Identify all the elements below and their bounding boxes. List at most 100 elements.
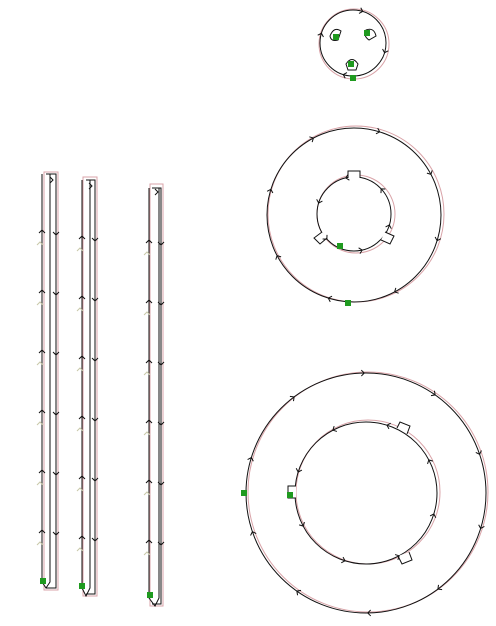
strip-2-up-arrow-icon bbox=[79, 476, 85, 479]
strip-3-down-arrow-icon bbox=[158, 482, 164, 485]
medium-ring-inner-arrow-icon bbox=[345, 174, 349, 181]
large-ring-inner-arrow-icon bbox=[395, 553, 400, 560]
strip-2-faint-arrow-icon bbox=[77, 368, 83, 371]
strip-1-down-arrow-icon bbox=[53, 412, 59, 415]
strip-1-outline bbox=[42, 174, 56, 588]
strip-1 bbox=[40, 172, 58, 590]
strip-3-down-arrow-icon bbox=[158, 542, 164, 545]
medium-ring-inner-start-marker bbox=[337, 243, 343, 249]
small-ring-hole-right bbox=[364, 29, 376, 40]
strip-2-start-marker bbox=[79, 583, 85, 589]
medium-ring-notch-left bbox=[314, 232, 327, 244]
medium-ring-inner-arrow-icon bbox=[386, 224, 393, 229]
medium-ring-outer-arrow-icon bbox=[267, 188, 274, 193]
strip-2-up-arrow-icon bbox=[79, 296, 85, 299]
strip-3-down-arrow-icon bbox=[158, 362, 164, 365]
small-ring bbox=[319, 9, 389, 81]
large-ring-inner-arrow-icon bbox=[426, 458, 433, 463]
strip-2-up-arrow-icon bbox=[79, 356, 85, 359]
large-ring-inner-arrow-icon bbox=[331, 426, 336, 433]
strip-2 bbox=[79, 177, 97, 596]
strip-2-up-arrow-icon bbox=[79, 416, 85, 419]
strip-1-faint-arrow-icon bbox=[37, 362, 43, 365]
large-ring-inner-arrow-icon bbox=[295, 468, 302, 473]
strip-2-faint-arrow-icon bbox=[77, 488, 83, 491]
large-ring-inner-arrow-icon bbox=[430, 513, 437, 518]
small-ring-hole-bottom bbox=[346, 60, 358, 71]
strip-1-up-arrow-icon bbox=[39, 350, 45, 353]
strip-3-faint-arrow-icon bbox=[144, 312, 150, 315]
medium-ring-outer-arrow-icon bbox=[376, 128, 381, 135]
large-ring-outer-arrow-icon bbox=[290, 395, 296, 402]
strip-1-faint-arrow-icon bbox=[37, 422, 43, 425]
large-ring-outer-arrow-icon bbox=[478, 525, 485, 530]
large-ring-notch-bottom bbox=[398, 552, 412, 564]
strip-3-top-arrow-icon bbox=[155, 189, 158, 195]
small-ring-arrow-icon bbox=[359, 8, 364, 15]
strip-1-down-arrow-icon bbox=[53, 472, 59, 475]
strip-3-up-arrow-icon bbox=[146, 540, 152, 543]
strip-2-outline bbox=[82, 180, 95, 596]
direction-arrows bbox=[37, 8, 484, 616]
small-ring-arrow-icon bbox=[382, 49, 389, 54]
strip-1-top-arrow-icon bbox=[50, 177, 53, 183]
large-ring-outer-arrow-icon bbox=[295, 589, 301, 596]
medium-ring-outer-start-marker bbox=[345, 300, 351, 306]
medium-ring-outer-arrow-icon bbox=[434, 237, 441, 242]
strip-2-down-arrow-icon bbox=[92, 298, 98, 301]
strip-3-down-arrow-icon bbox=[158, 242, 164, 245]
medium-ring-inner-arrow-icon bbox=[359, 247, 363, 254]
strip-1-down-arrow-icon bbox=[53, 232, 59, 235]
strip-1-up-arrow-icon bbox=[39, 410, 45, 413]
strip-2-down-arrow-icon bbox=[92, 358, 98, 361]
strip-2-faint-arrow-icon bbox=[77, 248, 83, 251]
large-ring-outer-arrow-icon bbox=[436, 585, 442, 592]
large-ring bbox=[241, 372, 488, 613]
strip-3-down-arrow-icon bbox=[158, 422, 164, 425]
medium-ring-notch-right bbox=[381, 232, 394, 244]
medium-ring-outer-offset bbox=[268, 126, 444, 302]
strip-1-down-arrow-icon bbox=[53, 532, 59, 535]
strip-3-up-arrow-icon bbox=[146, 420, 152, 423]
strip-1-up-arrow-icon bbox=[39, 470, 45, 473]
strip-3-up-arrow-icon bbox=[146, 240, 152, 243]
large-ring-outer-arrow-icon bbox=[431, 391, 437, 398]
strip-2-down-arrow-icon bbox=[92, 538, 98, 541]
strip-1-offset bbox=[44, 172, 58, 590]
large-ring-notch-top bbox=[397, 422, 410, 434]
strip-2-down-arrow-icon bbox=[92, 478, 98, 481]
large-ring-outer-arrow-icon bbox=[361, 370, 364, 376]
strip-2-faint-arrow-icon bbox=[77, 308, 83, 311]
strip-2-faint-arrow-icon bbox=[77, 548, 83, 551]
strip-3-faint-arrow-icon bbox=[144, 492, 150, 495]
strip-1-start-marker bbox=[40, 578, 46, 584]
medium-ring bbox=[267, 126, 444, 306]
small-ring-arrow-icon bbox=[342, 72, 347, 79]
strip-3 bbox=[147, 184, 163, 606]
medium-ring-outer-arrow-icon bbox=[309, 135, 314, 142]
strip-2-top-arrow-icon bbox=[89, 183, 92, 189]
medium-ring-outer-arrow-icon bbox=[274, 254, 281, 259]
medium-ring-notch-top bbox=[348, 171, 360, 178]
large-ring-outer-arrow-icon bbox=[248, 457, 255, 462]
large-ring-inner-start-marker bbox=[287, 492, 293, 498]
medium-ring-outer-arrow-icon bbox=[427, 170, 434, 175]
large-ring-outer-arrow-icon bbox=[368, 610, 371, 616]
strip-1-down-arrow-icon bbox=[53, 352, 59, 355]
small-ring-arrow-icon bbox=[318, 32, 325, 37]
strip-2-up-arrow-icon bbox=[79, 236, 85, 239]
strip-1-faint-arrow-icon bbox=[37, 482, 43, 485]
strip-3-faint-arrow-icon bbox=[144, 372, 150, 375]
strip-1-up-arrow-icon bbox=[39, 230, 45, 233]
large-ring-outer-arrow-icon bbox=[476, 450, 483, 455]
strip-2-faint-arrow-icon bbox=[77, 428, 83, 431]
small-ring-start-marker bbox=[350, 75, 356, 81]
medium-ring-inner-arrow-icon bbox=[316, 199, 323, 204]
strip-1-up-arrow-icon bbox=[39, 530, 45, 533]
strip-1-up-arrow-icon bbox=[39, 290, 45, 293]
strip-1-down-arrow-icon bbox=[53, 292, 59, 295]
large-ring-inner-arrow-icon bbox=[386, 422, 391, 429]
large-ring-outer-arrow-icon bbox=[250, 531, 257, 536]
strip-2-up-arrow-icon bbox=[79, 536, 85, 539]
